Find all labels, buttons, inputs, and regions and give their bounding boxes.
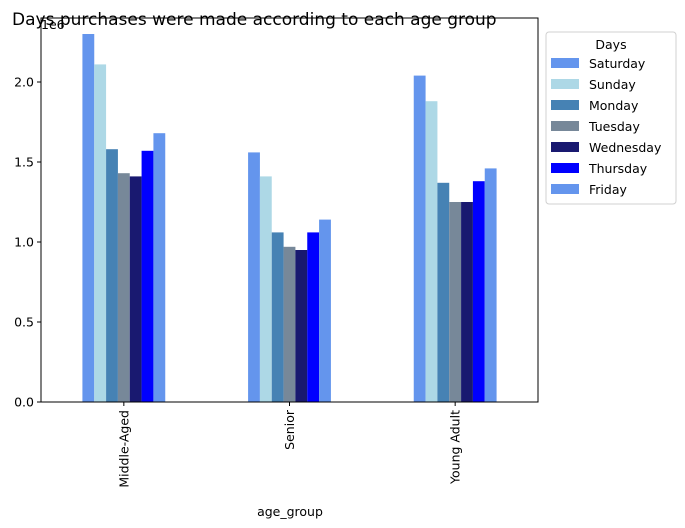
bar-middle-aged-thursday <box>141 150 154 402</box>
bar-middle-aged-monday <box>106 149 118 402</box>
bars-group <box>82 34 497 403</box>
legend-label-friday: Friday <box>589 182 627 197</box>
bar-senior-saturday <box>248 152 260 402</box>
legend-label-tuesday: Tuesday <box>588 119 640 134</box>
legend-swatch-tuesday <box>551 121 579 131</box>
y-tick-label: 1.0 <box>14 235 34 250</box>
legend-label-monday: Monday <box>589 98 639 113</box>
legend-label-sunday: Sunday <box>589 77 636 92</box>
bar-young-adult-thursday <box>472 181 485 402</box>
legend-label-saturday: Saturday <box>589 56 646 71</box>
bar-young-adult-tuesday <box>449 202 462 402</box>
legend-label-thursday: Thursday <box>588 161 648 176</box>
bar-senior-tuesday <box>283 246 296 402</box>
bar-middle-aged-tuesday <box>117 173 130 402</box>
bar-middle-aged-friday <box>153 133 166 402</box>
legend-swatch-sunday <box>551 79 579 89</box>
bar-senior-friday <box>319 219 331 402</box>
legend-swatch-friday <box>551 184 579 194</box>
legend: Days Saturday Sunday Monday Tuesday Wednesda… <box>545 31 677 205</box>
y-axis: 0.0 0.5 1.0 1.5 2.0 <box>14 75 41 410</box>
bar-young-adult-saturday <box>413 75 426 402</box>
bar-senior-sunday <box>259 176 272 402</box>
bar-middle-aged-saturday <box>82 34 95 402</box>
chart-title: Days purchases were made according to ea… <box>12 10 497 30</box>
legend-swatch-wednesday <box>551 142 579 152</box>
legend-swatch-saturday <box>551 58 579 68</box>
y-tick-label: 2.0 <box>14 75 34 90</box>
x-axis-label: age_group <box>257 504 323 519</box>
y-axis-multiplier: 1e6 <box>41 17 65 32</box>
x-tick-label-young-adult: Young Adult <box>448 410 463 485</box>
y-tick-label: 0.0 <box>14 395 34 410</box>
y-tick-label: 1.5 <box>14 155 34 170</box>
bar-young-adult-monday <box>437 182 450 402</box>
bar-young-adult-wednesday <box>461 202 473 402</box>
x-tick-label-middle-aged: Middle-Aged <box>116 410 131 488</box>
legend-label-wednesday: Wednesday <box>589 140 662 155</box>
legend-frame <box>545 31 677 205</box>
bar-senior-thursday <box>307 232 320 402</box>
legend-swatch-monday <box>551 100 579 110</box>
bar-middle-aged-sunday <box>94 64 107 403</box>
bar-middle-aged-wednesday <box>129 176 142 402</box>
bar-young-adult-sunday <box>425 101 438 402</box>
legend-swatch-thursday <box>551 163 579 173</box>
y-tick-label: 0.5 <box>14 315 34 330</box>
x-axis: Middle-Aged Senior Young Adult <box>116 402 463 488</box>
bar-young-adult-friday <box>484 168 497 402</box>
bar-senior-monday <box>271 232 284 402</box>
bar-senior-wednesday <box>295 250 308 402</box>
x-tick-label-senior: Senior <box>282 409 297 450</box>
legend-title: Days <box>595 37 626 52</box>
